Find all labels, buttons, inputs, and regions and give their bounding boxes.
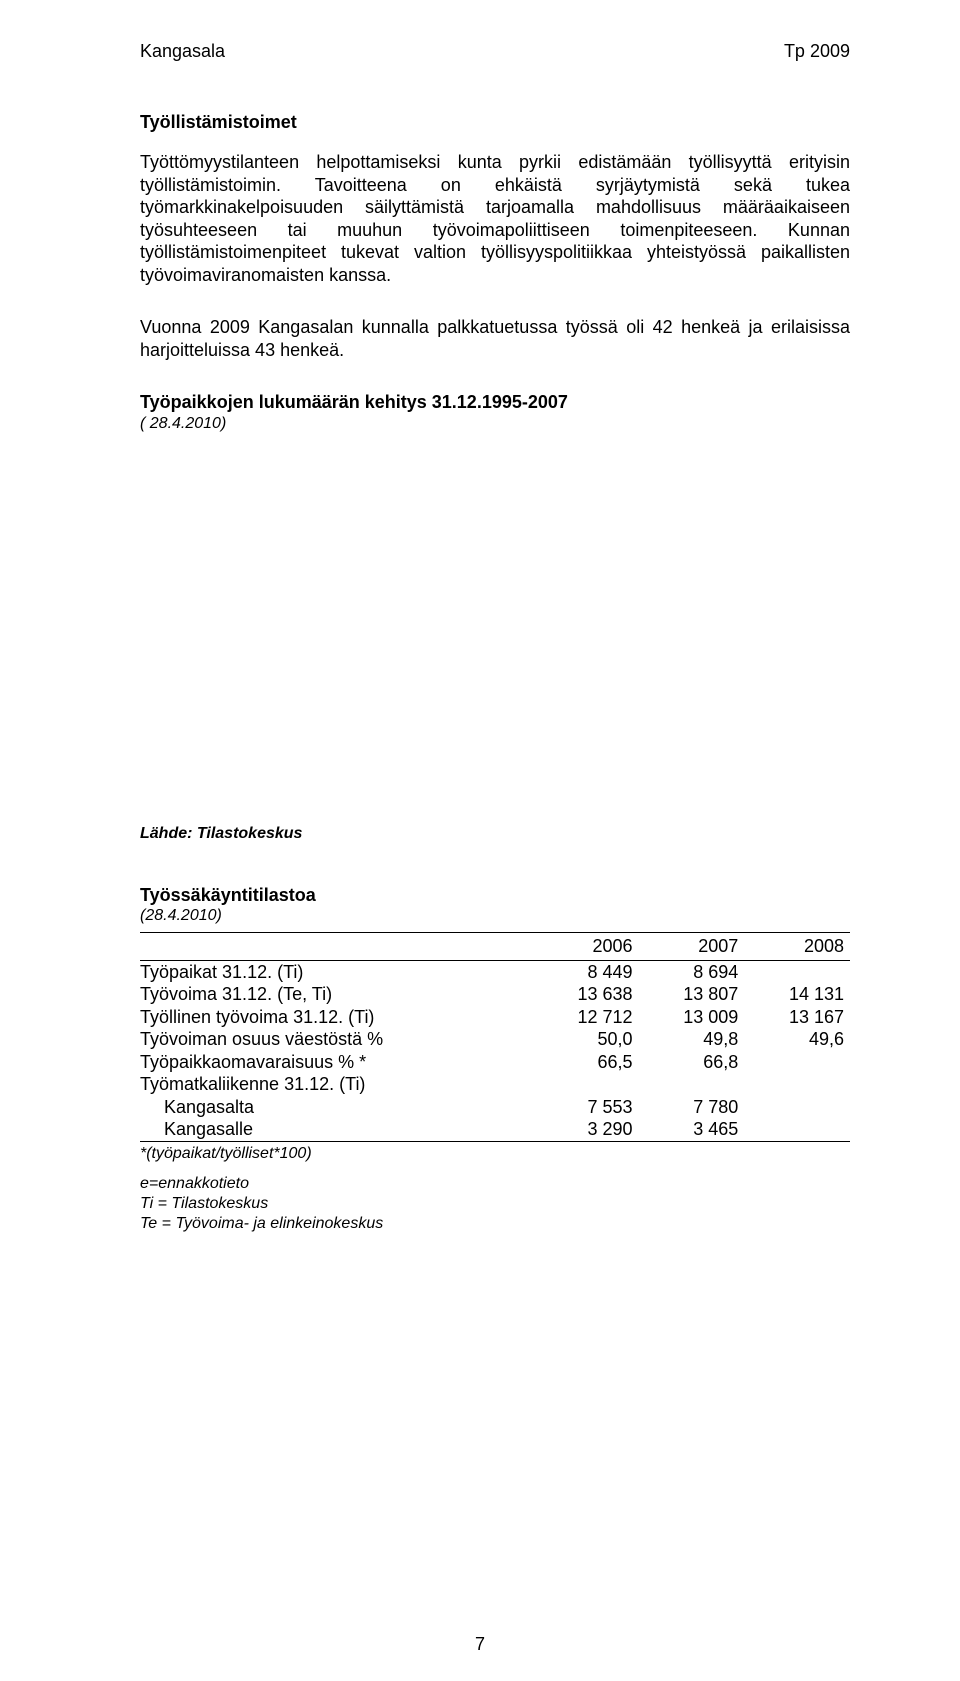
cell-value: 3 290 <box>533 1118 639 1141</box>
cell-value: 66,8 <box>639 1051 745 1074</box>
cell-value: 49,6 <box>744 1028 850 1051</box>
page-header: Kangasala Tp 2009 <box>140 40 850 63</box>
source-label: Lähde: Tilastokeskus <box>140 824 850 844</box>
employment-table: 200620072008 Työpaikat 31.12. (Ti)8 4498… <box>140 932 850 1142</box>
section-employment: Työllistämistoimet Työttömyystilanteen h… <box>140 111 850 287</box>
col-label <box>140 933 533 961</box>
row-label: Työvoima 31.12. (Te, Ti) <box>140 983 533 1006</box>
table-row: Työpaikat 31.12. (Ti)8 4498 694 <box>140 960 850 983</box>
cell-value: 14 131 <box>744 983 850 1006</box>
cell-value: 8 449 <box>533 960 639 983</box>
col-year: 2008 <box>744 933 850 961</box>
table-row: Kangasalta7 5537 780 <box>140 1096 850 1119</box>
section1-para: Työttömyystilanteen helpottamiseksi kunt… <box>140 151 850 286</box>
legend-line: e=ennakkotieto <box>140 1174 850 1194</box>
table-section: Työssäkäyntitilastoa (28.4.2010) 2006200… <box>140 884 850 1234</box>
table-row: Työllinen työvoima 31.12. (Ti)12 71213 0… <box>140 1006 850 1029</box>
table-header-row: 200620072008 <box>140 933 850 961</box>
table-body: Työpaikat 31.12. (Ti)8 4498 694Työvoima … <box>140 960 850 1141</box>
cell-value: 13 638 <box>533 983 639 1006</box>
legend-line: Ti = Tilastokeskus <box>140 1194 850 1214</box>
row-label: Työllinen työvoima 31.12. (Ti) <box>140 1006 533 1029</box>
table-legend: e=ennakkotieto Ti = Tilastokeskus Te = T… <box>140 1174 850 1234</box>
row-label: Kangasalle <box>140 1118 533 1141</box>
cell-value <box>744 1073 850 1096</box>
cell-value: 3 465 <box>639 1118 745 1141</box>
row-label: Työvoiman osuus väestöstä % <box>140 1028 533 1051</box>
table-row: Työvoiman osuus väestöstä %50,049,849,6 <box>140 1028 850 1051</box>
table-row: Kangasalle3 2903 465 <box>140 1118 850 1141</box>
cell-value <box>744 1096 850 1119</box>
cell-value: 50,0 <box>533 1028 639 1051</box>
row-label: Työpaikkaomavaraisuus % * <box>140 1051 533 1074</box>
header-left: Kangasala <box>140 40 225 63</box>
header-right: Tp 2009 <box>784 40 850 63</box>
cell-value: 13 167 <box>744 1006 850 1029</box>
cell-value: 12 712 <box>533 1006 639 1029</box>
cell-value <box>639 1073 745 1096</box>
cell-value: 7 780 <box>639 1096 745 1119</box>
chart-date-label: ( 28.4.2010) <box>140 414 850 434</box>
cell-value <box>533 1073 639 1096</box>
cell-value: 8 694 <box>639 960 745 983</box>
row-label: Kangasalta <box>140 1096 533 1119</box>
cell-value: 49,8 <box>639 1028 745 1051</box>
cell-value: 13 807 <box>639 983 745 1006</box>
row-label: Työpaikat 31.12. (Ti) <box>140 960 533 983</box>
table-date-label: (28.4.2010) <box>140 906 850 926</box>
para-2009: Vuonna 2009 Kangasalan kunnalla palkkatu… <box>140 316 850 361</box>
chart-title: Työpaikkojen lukumäärän kehitys 31.12.19… <box>140 391 850 414</box>
page-number: 7 <box>0 1633 960 1656</box>
cell-value: 7 553 <box>533 1096 639 1119</box>
cell-value <box>744 960 850 983</box>
cell-value <box>744 1051 850 1074</box>
table-footnote: *(työpaikat/työlliset*100) <box>140 1144 850 1164</box>
col-year: 2006 <box>533 933 639 961</box>
table-title: Työssäkäyntitilastoa <box>140 884 850 907</box>
cell-value <box>744 1118 850 1141</box>
col-year: 2007 <box>639 933 745 961</box>
section1-title: Työllistämistoimet <box>140 111 850 134</box>
table-row: Työmatkaliikenne 31.12. (Ti) <box>140 1073 850 1096</box>
table-row: Työpaikkaomavaraisuus % *66,566,8 <box>140 1051 850 1074</box>
legend-line: Te = Työvoima- ja elinkeinokeskus <box>140 1214 850 1234</box>
chart-section: Työpaikkojen lukumäärän kehitys 31.12.19… <box>140 391 850 434</box>
cell-value: 66,5 <box>533 1051 639 1074</box>
table-row: Työvoima 31.12. (Te, Ti)13 63813 80714 1… <box>140 983 850 1006</box>
cell-value: 13 009 <box>639 1006 745 1029</box>
row-label: Työmatkaliikenne 31.12. (Ti) <box>140 1073 533 1096</box>
